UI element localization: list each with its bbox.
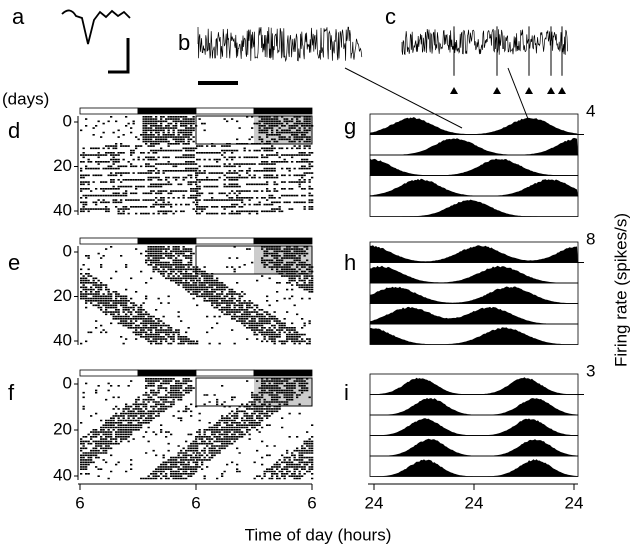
panel-label: d: [8, 118, 20, 143]
panel-label: a: [12, 4, 25, 29]
rate-histogram: [370, 286, 578, 304]
y-tick-label: 0: [63, 111, 72, 130]
light-dark-bar: [253, 237, 313, 245]
y-tick-label: 0: [63, 241, 72, 260]
x-tick-label: 24: [465, 493, 484, 512]
rate-histogram: [370, 199, 578, 217]
rate-histogram: [370, 377, 578, 395]
light-dark-bar: [253, 369, 313, 377]
spike-waveform: [61, 9, 131, 45]
y-tick-label: 20: [53, 419, 72, 438]
scale-max-label: 3: [586, 361, 595, 380]
scale-bar: [108, 38, 130, 74]
y-tick-label: 40: [53, 200, 72, 219]
rate-histogram: [370, 459, 578, 477]
rate-histogram: [370, 398, 578, 415]
y-tick-label: 40: [53, 465, 72, 484]
rate-histogram: [370, 245, 578, 263]
y-tick-label: 40: [53, 330, 72, 349]
x-tick-label: 24: [365, 493, 384, 512]
panel-label: g: [344, 114, 356, 139]
x-tick-label: 6: [191, 493, 200, 512]
rate-histogram: [370, 438, 578, 456]
connector: [507, 67, 531, 125]
spike-markers: [450, 87, 566, 94]
selection-box: [195, 377, 313, 407]
panel-label: e: [8, 250, 20, 275]
light-dark-bar: [195, 369, 255, 377]
light-dark-bar: [79, 237, 139, 245]
light-dark-bar: [79, 369, 139, 377]
x-axis-title: Time of day (hours): [245, 525, 392, 544]
light-dark-bar: [195, 237, 255, 245]
activity-raster: [80, 378, 314, 480]
rate-histogram: [370, 418, 578, 436]
rate-histogram: [370, 137, 578, 155]
rate-histogram: [370, 265, 578, 283]
panel-label: f: [8, 380, 15, 405]
selection-box: [195, 115, 313, 145]
light-dark-bar: [137, 107, 197, 115]
voltage-trace: [197, 26, 363, 63]
voltage-trace: [401, 28, 568, 56]
rate-histogram: [370, 117, 578, 135]
y-tick-label: 0: [63, 373, 72, 392]
light-dark-bar: [137, 369, 197, 377]
x-tick-label: 24: [565, 493, 584, 512]
y-axis-title: Firing rate (spikes/s): [611, 213, 630, 367]
activity-raster: [80, 116, 314, 215]
rate-histogram: [370, 158, 578, 176]
rate-histogram: [370, 327, 578, 345]
panel-label: i: [344, 380, 349, 405]
activity-raster: [80, 246, 314, 345]
light-dark-bar: [79, 107, 139, 115]
light-dark-bar: [195, 107, 255, 115]
panel-label: b: [178, 30, 190, 55]
connector: [344, 67, 463, 129]
y-tick-label: 20: [53, 286, 72, 305]
panel-label: h: [344, 250, 356, 275]
light-dark-bar: [137, 237, 197, 245]
scale-max-label: 8: [586, 229, 595, 248]
x-tick-label: 6: [307, 493, 316, 512]
rate-histogram: [370, 178, 578, 196]
rate-histogram: [370, 306, 578, 324]
unit-label: (days): [2, 89, 49, 108]
scale-max-label: 4: [586, 101, 595, 120]
x-tick-label: 6: [75, 493, 84, 512]
y-tick-label: 20: [53, 156, 72, 175]
selection-box: [195, 245, 313, 275]
panel-label: c: [385, 4, 396, 29]
light-dark-bar: [253, 107, 313, 115]
